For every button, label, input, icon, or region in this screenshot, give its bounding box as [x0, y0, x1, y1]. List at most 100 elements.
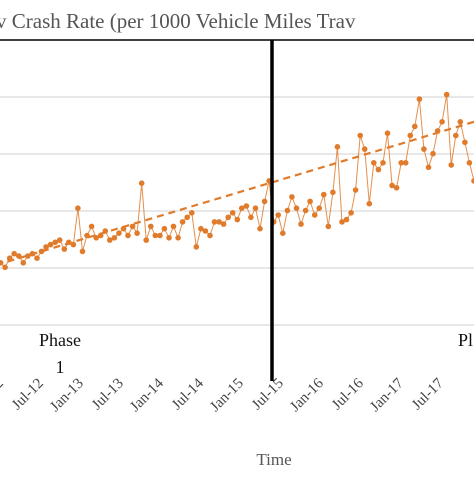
data-point: [43, 244, 49, 250]
data-point: [216, 219, 222, 225]
data-point: [298, 221, 304, 227]
chart-title: v Crash Rate (per 1000 Vehicle Miles Tra…: [0, 9, 356, 33]
data-point: [466, 160, 473, 166]
series-layer: [0, 91, 474, 271]
data-point: [252, 205, 259, 211]
x-tick-label: Jan-14: [127, 375, 167, 415]
data-point: [184, 214, 190, 221]
x-tick-label: Jul-14: [169, 375, 207, 413]
data-point: [402, 160, 409, 166]
data-point: [157, 232, 163, 239]
data-point: [161, 225, 168, 232]
data-point: [448, 162, 455, 168]
phase-1-number: 1: [56, 357, 65, 377]
data-point: [79, 248, 86, 255]
data-point: [311, 212, 318, 218]
data-point: [170, 223, 177, 230]
data-point: [366, 200, 373, 207]
data-point: [421, 146, 427, 152]
data-point: [384, 130, 391, 136]
data-point: [316, 205, 323, 211]
data-point: [211, 219, 218, 225]
data-point: [125, 232, 131, 239]
x-tick-label: Jan-13: [47, 376, 87, 416]
data-point: [220, 221, 227, 227]
data-point: [380, 160, 386, 166]
data-point: [462, 139, 468, 146]
data-point: [330, 189, 336, 196]
data-point: [88, 223, 95, 230]
data-point: [102, 228, 109, 234]
data-point: [70, 241, 77, 248]
data-point: [111, 235, 118, 241]
data-point: [198, 225, 204, 232]
x-tick-label: Jul-17: [409, 375, 447, 413]
data-point: [75, 205, 81, 211]
data-point: [148, 223, 154, 230]
data-point: [202, 228, 209, 234]
data-point: [84, 232, 90, 239]
data-point: [457, 119, 464, 125]
data-point: [325, 223, 332, 230]
gridlines: [0, 96, 474, 326]
data-point: [284, 207, 291, 214]
data-point: [34, 255, 40, 261]
data-point: [234, 216, 241, 223]
data-point: [357, 132, 364, 139]
data-point: [193, 244, 200, 250]
x-tick-label: Jul-12: [9, 376, 47, 414]
data-point: [25, 253, 31, 259]
data-point: [398, 160, 405, 166]
x-tick-label: Jan-12: [0, 376, 7, 416]
data-point: [321, 191, 327, 198]
phase-1-label: Phase: [39, 330, 81, 350]
phase-2-label: Pl: [458, 330, 473, 350]
data-point: [257, 225, 263, 232]
data-point: [289, 194, 295, 200]
data-point: [93, 235, 99, 241]
data-point: [261, 198, 268, 205]
data-point: [443, 91, 450, 98]
x-tick-label: Jan-15: [207, 376, 247, 416]
data-point: [15, 253, 22, 259]
x-tick-label: Jul-16: [329, 375, 367, 413]
data-point: [129, 223, 136, 230]
data-point: [243, 203, 250, 209]
data-point: [20, 260, 27, 266]
x-tick-labels: Jan-12 Jul-12 Jan-13 Jul-13 Jan-14 Jul-14 Jan-…: [0, 375, 447, 415]
data-point: [6, 255, 13, 261]
x-tick-label: Jan-16: [287, 375, 327, 415]
data-point: [97, 232, 104, 239]
x-tick-label: Jul-15: [249, 376, 287, 414]
data-point: [11, 250, 17, 257]
data-point: [166, 235, 172, 241]
data-point: [207, 232, 213, 239]
data-point: [29, 250, 36, 257]
data-point: [116, 230, 122, 236]
data-point: [134, 230, 140, 236]
data-point: [407, 132, 414, 139]
data-point: [471, 178, 474, 184]
x-tick-label: Jul-13: [89, 376, 127, 414]
data-point: [453, 132, 459, 139]
data-point: [143, 237, 149, 243]
data-point: [375, 166, 382, 173]
data-point: [229, 210, 236, 216]
data-point: [225, 214, 231, 221]
data-point: [56, 237, 63, 243]
x-axis-title: Time: [256, 450, 291, 469]
data-point: [120, 225, 127, 232]
data-point: [275, 212, 282, 218]
data-point: [339, 219, 345, 225]
data-point: [239, 205, 245, 211]
data-point: [138, 180, 145, 186]
data-point: [307, 198, 313, 205]
data-point: [107, 237, 113, 243]
data-point: [334, 144, 341, 150]
data-point: [280, 230, 286, 236]
data-point: [38, 248, 45, 255]
data-point: [189, 210, 195, 216]
data-point: [175, 235, 181, 241]
